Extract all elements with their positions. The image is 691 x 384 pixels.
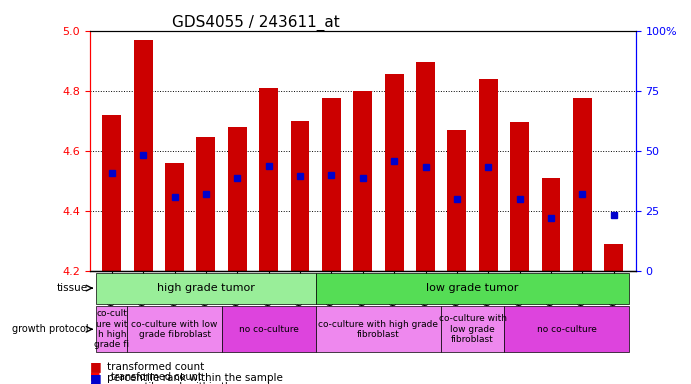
Text: percentile rank within the sample: percentile rank within the sample xyxy=(111,382,276,384)
Text: percentile rank within the sample: percentile rank within the sample xyxy=(107,373,283,383)
FancyBboxPatch shape xyxy=(442,306,504,352)
Bar xyxy=(134,40,153,271)
Bar xyxy=(605,244,623,271)
Text: no co-culture: no co-culture xyxy=(238,325,299,334)
FancyBboxPatch shape xyxy=(316,273,630,303)
Text: co-culture with
low grade
fibroblast: co-culture with low grade fibroblast xyxy=(439,314,507,344)
Bar xyxy=(542,178,560,271)
Bar xyxy=(165,163,184,271)
Bar xyxy=(291,121,310,271)
Text: co-culture with low
grade fibroblast: co-culture with low grade fibroblast xyxy=(131,319,218,339)
Text: ■: ■ xyxy=(90,372,102,384)
Text: low grade tumor: low grade tumor xyxy=(426,283,519,293)
Text: ■: ■ xyxy=(90,360,102,373)
Bar xyxy=(228,127,247,271)
FancyBboxPatch shape xyxy=(316,306,442,352)
Text: co-culture with high grade
fibroblast: co-culture with high grade fibroblast xyxy=(319,319,439,339)
Text: GDS4055 / 243611_at: GDS4055 / 243611_at xyxy=(171,15,339,31)
Text: tissue: tissue xyxy=(57,283,88,293)
Text: high grade tumor: high grade tumor xyxy=(157,283,255,293)
Bar xyxy=(196,137,216,271)
Bar xyxy=(510,122,529,271)
FancyBboxPatch shape xyxy=(96,273,316,303)
Bar xyxy=(416,62,435,271)
Text: ■: ■ xyxy=(90,382,100,384)
Text: no co-culture: no co-culture xyxy=(537,325,596,334)
Bar xyxy=(573,98,591,271)
FancyBboxPatch shape xyxy=(222,306,316,352)
Text: co-cult
ure wit
h high
grade fi: co-cult ure wit h high grade fi xyxy=(94,309,129,349)
Text: growth protocol: growth protocol xyxy=(12,324,88,334)
Bar xyxy=(479,79,498,271)
FancyBboxPatch shape xyxy=(127,306,222,352)
Bar xyxy=(385,74,404,271)
FancyBboxPatch shape xyxy=(96,306,127,352)
Text: transformed count: transformed count xyxy=(111,372,201,382)
Text: ■: ■ xyxy=(90,372,100,382)
Bar xyxy=(353,91,372,271)
Text: transformed count: transformed count xyxy=(107,362,205,372)
Bar xyxy=(102,115,121,271)
Bar xyxy=(322,98,341,271)
Bar xyxy=(448,130,466,271)
FancyBboxPatch shape xyxy=(504,306,630,352)
Bar xyxy=(259,88,278,271)
